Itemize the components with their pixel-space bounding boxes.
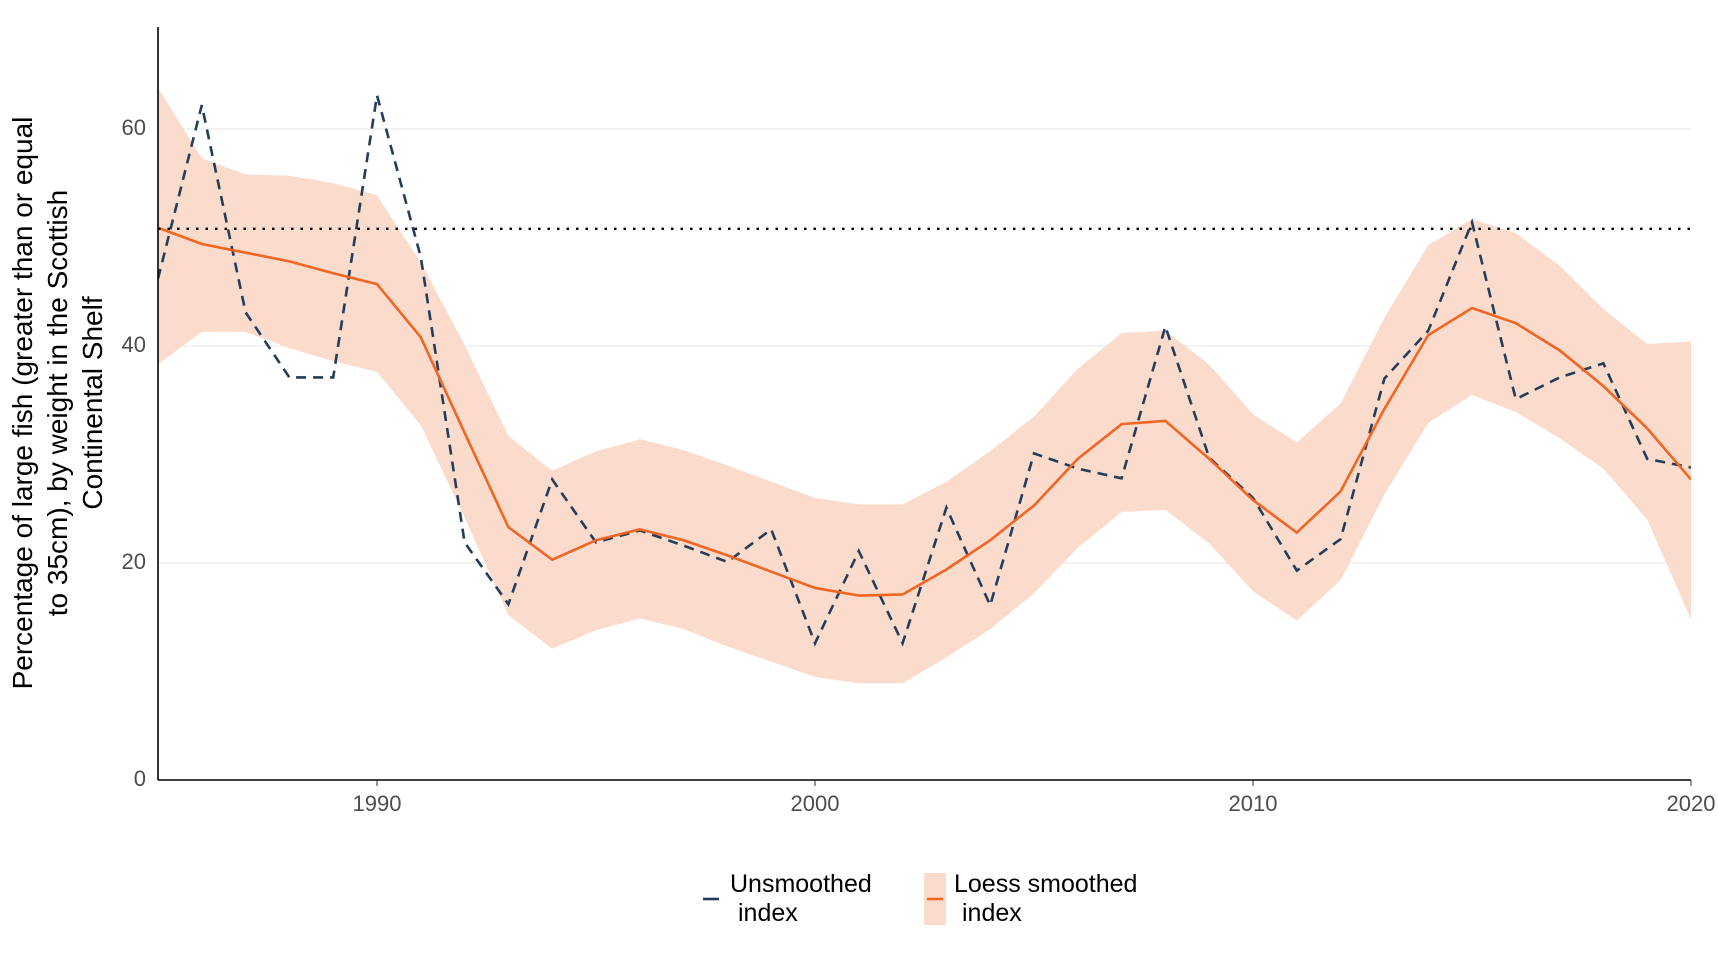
- legend-label-line: Unsmoothed: [730, 870, 872, 898]
- legend-label: Loess smoothed index: [954, 870, 1137, 927]
- legend-label-line: index: [962, 899, 1022, 927]
- legend-label: Unsmoothed index: [730, 870, 872, 927]
- plot-area: [158, 87, 1691, 684]
- y-tick-label: 20: [122, 549, 146, 574]
- y-tick-label: 60: [122, 115, 146, 140]
- y-tick-label: 0: [134, 766, 146, 791]
- y-axis-label-line: to 35cm), by weight in the Scottish: [42, 190, 73, 616]
- y-tick-label: 40: [122, 332, 146, 357]
- confidence-band: [158, 87, 1691, 684]
- x-tick-label: 2020: [1667, 791, 1716, 816]
- y-axis-label-line: Continental Shelf: [77, 296, 108, 509]
- series-line: [158, 95, 1691, 647]
- x-tick-label: 2010: [1229, 791, 1278, 816]
- x-tick-label: 1990: [353, 791, 402, 816]
- legend-label-line: index: [738, 899, 798, 927]
- legend-label-line: Loess smoothed: [954, 870, 1137, 898]
- series-line: [158, 226, 1691, 597]
- y-axis-label-line: Percentage of large fish (greater than o…: [7, 117, 38, 690]
- x-tick-label: 2000: [791, 791, 840, 816]
- y-axis-label: Percentage of large fish (greater than o…: [7, 117, 108, 690]
